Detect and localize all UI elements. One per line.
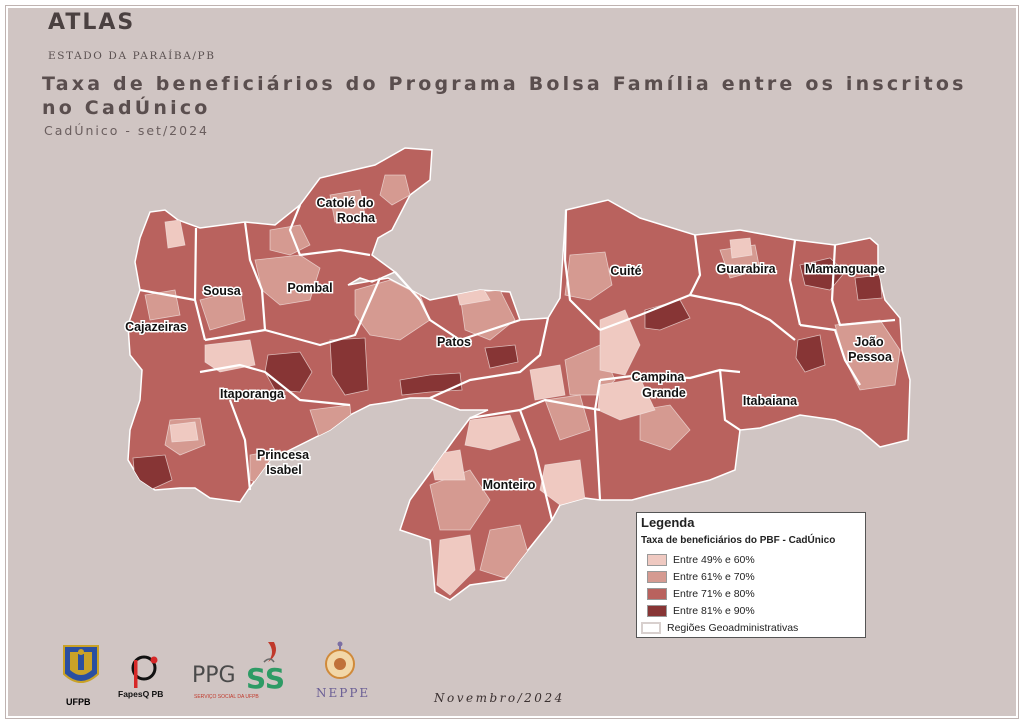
legend-subtitle: Taxa de beneficiários do PBF - CadÚnico: [641, 535, 836, 546]
legend-title: Legenda: [641, 515, 695, 530]
region-label-princesa-isabel-1: Princesa: [257, 448, 310, 462]
ufpb-logo-icon: [63, 645, 99, 683]
region-label-campina-grande-1: Campina: [632, 370, 686, 384]
region-label-cuite: Cuité: [610, 264, 641, 278]
ufpb-logo-text: UFPB: [66, 697, 91, 707]
legend-item-81-90: Entre 81% e 90%: [647, 604, 755, 618]
region-label-catole-do-rocha-2: Rocha: [337, 211, 376, 225]
legend-item-49-60: Entre 49% e 60%: [647, 553, 755, 567]
legend-label: Entre 81% e 90%: [673, 605, 755, 617]
svg-text:PPG: PPG: [192, 663, 236, 688]
region-label-pombal: Pombal: [287, 281, 332, 295]
region-label-cajazeiras: Cajazeiras: [125, 320, 187, 334]
ppgss-logo-subtext: SERVIÇO SOCIAL DA UFPB: [194, 694, 259, 700]
legend-label: Entre 61% e 70%: [673, 571, 755, 583]
class-61-70-municipalities: [144, 174, 901, 579]
region-label-monteiro: Monteiro: [483, 478, 536, 492]
svg-text:SS: SS: [246, 662, 285, 695]
legend-item-71-80: Entre 71% e 80%: [647, 587, 755, 601]
legend-label: Entre 71% e 80%: [673, 588, 755, 600]
region-label-joao-pessoa-2: Pessoa: [848, 350, 893, 364]
region-label-guarabira: Guarabira: [716, 262, 776, 276]
fapesq-logo-icon: [131, 655, 158, 688]
region-label-princesa-isabel-2: Isabel: [266, 463, 301, 477]
map-legend: Legenda Taxa de beneficiários do PBF - C…: [636, 512, 866, 638]
map-subtitle: CadÚnico - set/2024: [44, 123, 209, 138]
region-label-itabaiana: Itabaiana: [743, 394, 798, 408]
neppe-logo-icon: [325, 641, 355, 679]
legend-swatch: [647, 571, 667, 583]
legend-label: Regiões Geoadministrativas: [667, 622, 799, 634]
region-label-mamanguape: Mamanguape: [805, 262, 885, 276]
region-label-sousa: Sousa: [203, 284, 242, 298]
map-title: Taxa de beneficiários do Programa Bolsa …: [42, 73, 967, 119]
legend-item-61-70: Entre 61% e 70%: [647, 570, 755, 584]
legend-swatch: [647, 605, 667, 617]
fapesq-logo-text: FapesQ PB: [118, 689, 164, 699]
neppe-logo-text: NEPPE: [316, 686, 371, 700]
legend-swatch: [647, 588, 667, 600]
footer-date: Novembro/2024: [434, 691, 565, 705]
legend-item-regions: Regiões Geoadministrativas: [641, 621, 798, 635]
atlas-brand-subtitle: ESTADO DA PARAÍBA/PB: [48, 50, 216, 62]
atlas-brand: ATLAS: [48, 10, 136, 35]
class-49-60-municipalities: [164, 219, 753, 596]
region-label-joao-pessoa-1: João: [854, 335, 884, 349]
region-label-catole-do-rocha-1: Catolé do: [317, 196, 374, 210]
region-label-itaporanga: Itaporanga: [220, 387, 285, 401]
ppgss-logo-icon: PPG SS: [192, 642, 285, 695]
region-label-patos: Patos: [437, 335, 471, 349]
region-label-campina-grande-2: Grande: [642, 386, 686, 400]
legend-swatch: [647, 554, 667, 566]
legend-label: Entre 49% e 60%: [673, 554, 755, 566]
region-boundaries: [139, 204, 896, 521]
legend-swatch-outline: [641, 622, 661, 634]
